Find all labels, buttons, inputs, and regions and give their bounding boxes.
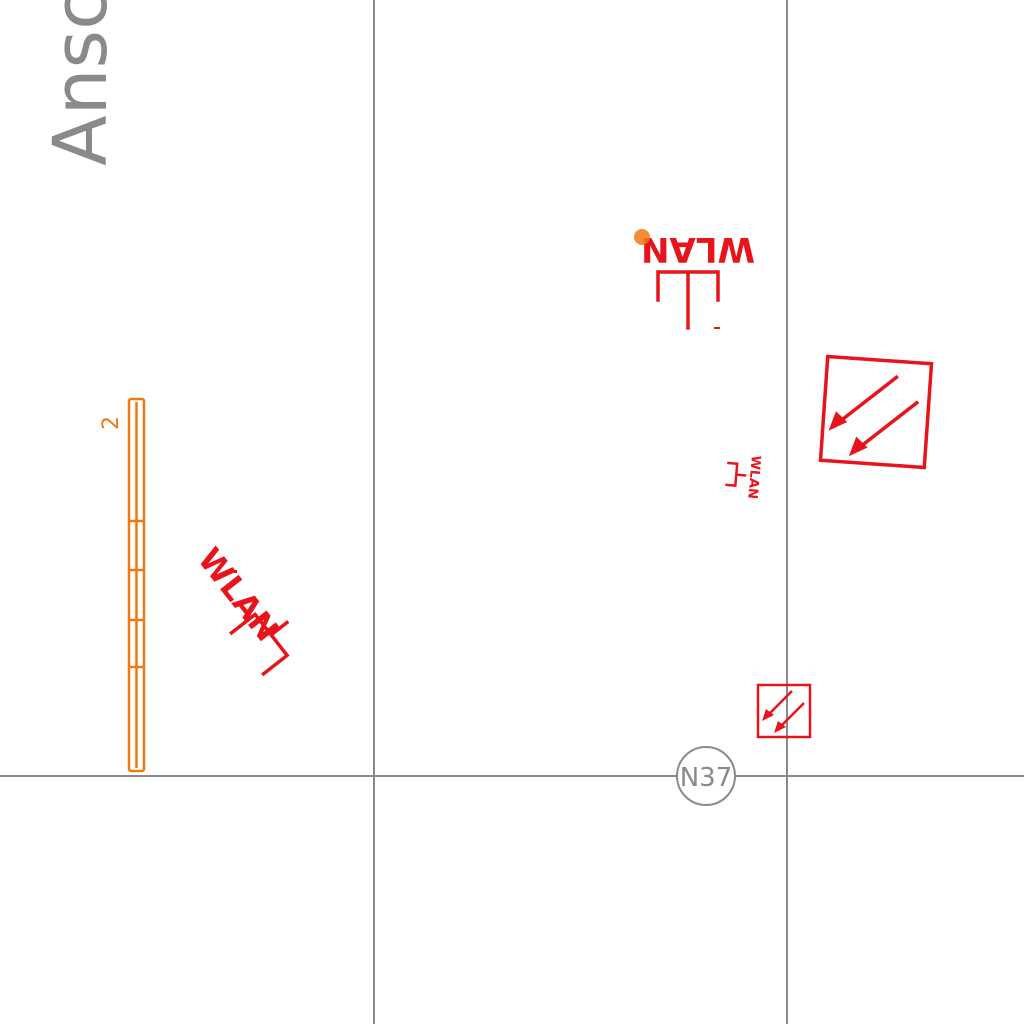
wlan-label: WLAN (641, 229, 755, 269)
grid-marker-label: N37 (680, 763, 733, 793)
wlan-label: WLAN (190, 541, 286, 649)
wlan-access-point-icon (229, 611, 290, 677)
marker-tick (234, 570, 237, 573)
grid-marker-circle-icon (676, 746, 736, 806)
grid-marker: N37 (676, 746, 736, 806)
exit-arrow-sign-large (818, 354, 934, 470)
marker-tick (714, 327, 720, 329)
wlan-access-point-small: WLAN (725, 455, 763, 500)
wlan-access-point-icon (656, 270, 720, 330)
wlan-access-point-top: WLAN (641, 229, 755, 330)
wlan-access-point-left: WLAN (190, 541, 290, 677)
wlan-access-point-icon (725, 461, 747, 487)
room-label: Ansc (38, 0, 124, 166)
marker-dot (634, 229, 650, 245)
wlan-label: WLAN (744, 455, 763, 500)
exit-arrow-sign-small (756, 683, 812, 739)
emergency-exit-arrow-icon (756, 683, 812, 739)
cable-tray: 2 (99, 397, 146, 773)
cable-tray-number: 2 (99, 416, 124, 430)
emergency-exit-arrow-icon (818, 354, 934, 470)
cable-tray-icon (127, 397, 146, 773)
